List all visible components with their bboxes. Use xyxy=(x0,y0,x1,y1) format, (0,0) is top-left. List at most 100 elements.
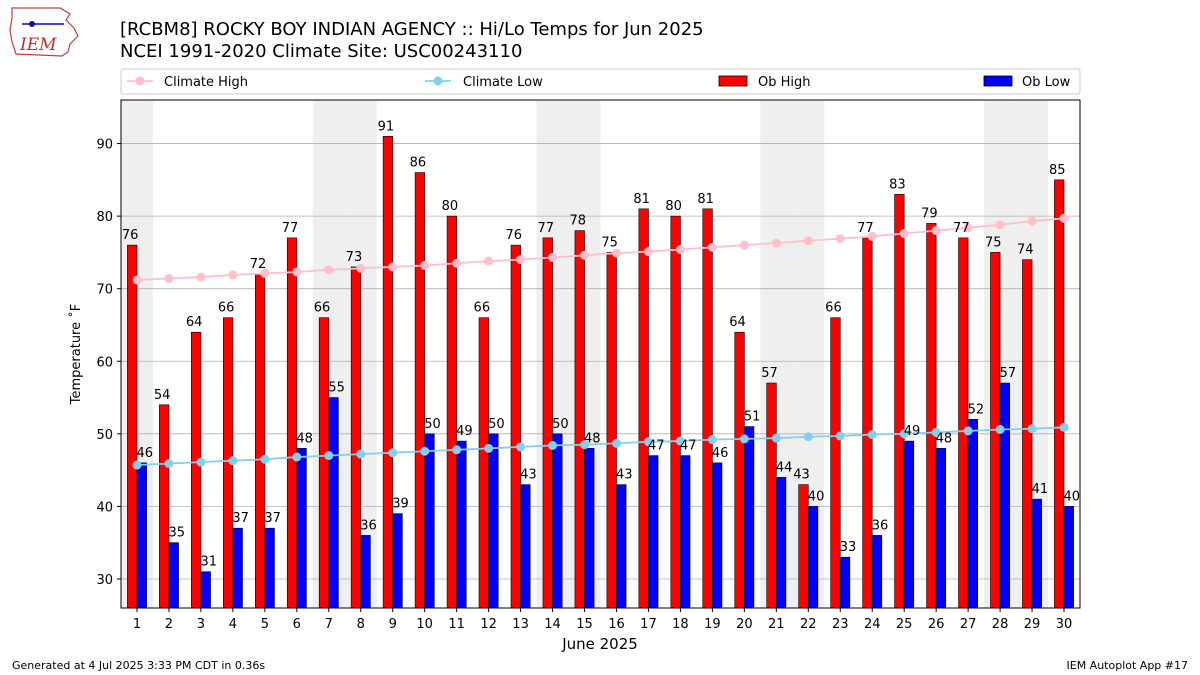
legend-climate-low-marker xyxy=(433,76,443,86)
climate-low-point-day-2 xyxy=(164,459,174,469)
climate-low-point-day-20 xyxy=(739,434,749,444)
ob-low-bar-day-23 xyxy=(839,556,851,609)
climate-high-point-day-7 xyxy=(324,265,334,275)
bar-labels: 76 46 54 35 64 31 66 37 72 37 77 48 66 55 73 36 91 39 86 50… xyxy=(122,119,1080,569)
x-tick-label-7: 7 xyxy=(325,617,333,632)
ob-low-label-day-17: 47 xyxy=(648,439,665,454)
legend-box xyxy=(120,68,1081,95)
ob-low-label-day-11: 49 xyxy=(456,424,473,439)
ob-low-label-day-6: 48 xyxy=(296,431,313,446)
climate-low-point-day-8 xyxy=(356,449,366,459)
ob-high-bar-day-26 xyxy=(926,223,937,609)
ob-low-bar-day-17 xyxy=(648,455,659,609)
ob-high-label-day-12: 66 xyxy=(474,301,491,316)
ob-low-bar-day-20 xyxy=(744,426,755,609)
ob-high-label-day-25: 83 xyxy=(889,177,906,192)
ob-low-bar-day-22 xyxy=(807,506,819,609)
ob-low-label-day-10: 50 xyxy=(424,417,441,432)
ob-high-label-day-21: 57 xyxy=(761,366,778,381)
ob-low-label-day-9: 39 xyxy=(392,497,409,512)
climate-low-line xyxy=(136,426,1065,466)
ob-high-label-day-23: 66 xyxy=(825,301,842,316)
x-tick-label-25: 25 xyxy=(896,617,913,632)
x-axis-ticks: 1 2 3 4 5 6 7 8 9 10 11 12 13 14 15 16 17 18 19 20 21 22 23 24 2… xyxy=(133,608,1072,632)
climate-high-point-day-11 xyxy=(452,258,462,268)
ob-low-label-day-4: 37 xyxy=(232,511,249,526)
ob-low-bar-day-7 xyxy=(328,397,339,609)
climate-low-point-day-19 xyxy=(707,435,717,445)
chart-subtitle: NCEI 1991-2020 Climate Site: USC00243110 xyxy=(120,41,522,62)
climate-low-point-day-17 xyxy=(643,437,653,447)
ob-high-bar-day-9 xyxy=(382,135,394,609)
climate-low-point-day-28 xyxy=(995,424,1005,434)
ob-low-label-day-23: 33 xyxy=(840,540,857,555)
x-tick-label-1: 1 xyxy=(133,617,141,632)
climate-high-point-day-14 xyxy=(548,252,558,262)
y-tick-label-90: 90 xyxy=(96,138,113,153)
ob-high-label-day-1: 76 xyxy=(122,228,139,243)
ob-low-bar-day-19 xyxy=(712,462,723,609)
climate-high-point-day-18 xyxy=(675,244,685,254)
station-dot-icon xyxy=(29,21,35,27)
ob-low-label-day-8: 36 xyxy=(360,518,377,533)
ob-low-label-day-18: 47 xyxy=(680,439,697,454)
climate-low-point-day-6 xyxy=(292,452,302,462)
x-tick-label-24: 24 xyxy=(864,617,881,632)
ob-high-bar-day-17 xyxy=(638,208,649,609)
ob-low-label-day-20: 51 xyxy=(744,410,761,425)
climate-low-point-day-7 xyxy=(324,451,334,461)
ob-high-bar-day-24 xyxy=(862,237,873,609)
climate-low-point-day-4 xyxy=(228,456,238,466)
ob-high-label-day-13: 76 xyxy=(506,228,523,243)
ob-high-label-day-6: 77 xyxy=(282,221,299,236)
ob-high-label-day-5: 72 xyxy=(250,257,267,272)
ob-high-label-day-11: 80 xyxy=(442,199,459,214)
ob-high-label-day-28: 75 xyxy=(985,235,1002,250)
y-tick-label-70: 70 xyxy=(96,283,113,298)
ob-low-label-day-30: 40 xyxy=(1064,489,1081,504)
y-axis-label: Temperature ˚F xyxy=(68,304,84,405)
ob-high-label-day-16: 75 xyxy=(601,235,618,250)
ob-high-bar-day-12 xyxy=(478,317,489,609)
legend-ob-high-swatch xyxy=(718,75,748,87)
ob-low-bar-day-9 xyxy=(392,513,403,609)
ob-low-bar-day-11 xyxy=(456,440,467,609)
climate-high-point-day-20 xyxy=(739,240,749,250)
ob-low-label-day-7: 55 xyxy=(328,381,345,396)
logo-text: IEM xyxy=(19,35,57,55)
ob-low-label-day-26: 48 xyxy=(936,431,953,446)
gridlines xyxy=(121,143,1080,580)
ob-low-bar-day-4 xyxy=(232,527,243,609)
climate-high-point-day-29 xyxy=(1027,216,1037,226)
ob-high-bar-day-10 xyxy=(414,172,425,609)
climate-low-point-day-9 xyxy=(388,448,398,458)
footer-generated: Generated at 4 Jul 2025 3:33 PM CDT in 0… xyxy=(12,659,265,672)
x-tick-label-11: 11 xyxy=(448,617,465,632)
x-tick-label-28: 28 xyxy=(992,617,1009,632)
climate-low-point-day-21 xyxy=(771,433,781,443)
ob-low-label-day-19: 46 xyxy=(712,446,729,461)
ob-low-bar-day-24 xyxy=(871,535,883,609)
ob-low-bar-day-5 xyxy=(264,527,275,609)
climate-low-point-day-15 xyxy=(580,440,590,450)
ob-high-label-day-2: 54 xyxy=(154,388,171,403)
climate-high-point-day-16 xyxy=(611,248,621,258)
x-tick-label-19: 19 xyxy=(704,617,721,632)
ob-low-bar-day-10 xyxy=(424,433,435,609)
x-tick-label-15: 15 xyxy=(576,617,593,632)
climate-low-point-day-22 xyxy=(803,432,813,442)
climate-low-point-day-26 xyxy=(931,427,941,437)
climate-low-point-day-30 xyxy=(1059,422,1069,432)
legend-ob-low-swatch xyxy=(983,75,1013,87)
climate-low-point-day-11 xyxy=(452,445,462,455)
climate-low-point-day-24 xyxy=(867,430,877,440)
climate-low-point-day-27 xyxy=(963,426,973,436)
y-tick-label-40: 40 xyxy=(96,500,113,515)
ob-high-label-day-8: 73 xyxy=(346,250,363,265)
climate-high-point-day-8 xyxy=(356,263,366,273)
ob-high-bar-day-27 xyxy=(958,237,969,609)
x-tick-label-9: 9 xyxy=(389,617,397,632)
ob-high-bar-day-6 xyxy=(286,237,298,609)
climate-low-point-day-14 xyxy=(548,440,558,450)
climate-high-line xyxy=(136,217,1065,281)
